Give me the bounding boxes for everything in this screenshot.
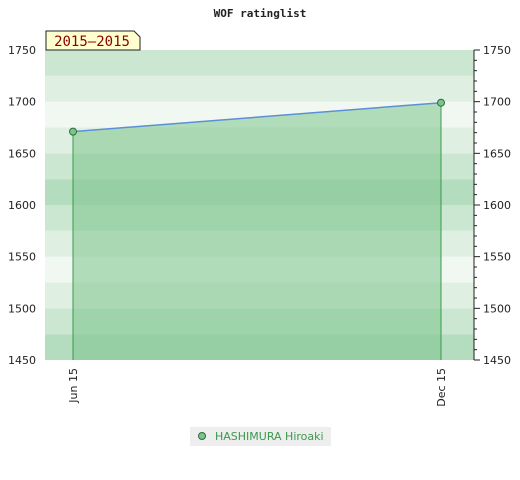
x-tick-label: Dec 15 xyxy=(435,368,448,407)
y-tick-label-right: 1450 xyxy=(483,354,511,367)
y-tick-label-left: 1550 xyxy=(8,251,36,264)
series-line xyxy=(72,101,442,133)
x-tick-label: Jun 15 xyxy=(67,368,80,404)
data-point xyxy=(69,127,77,136)
y-tick-label-right: 1650 xyxy=(483,147,511,160)
series-fill xyxy=(73,102,441,360)
legend-marker xyxy=(198,432,206,440)
legend[interactable]: HASHIMURA Hiroaki xyxy=(190,427,331,446)
y-tick-label-right: 1600 xyxy=(483,199,511,212)
grid-band xyxy=(45,50,474,76)
y-tick-label-left: 1500 xyxy=(8,302,36,315)
data-point xyxy=(437,98,445,107)
y-tick-label-right: 1500 xyxy=(483,302,511,315)
chart-title: WOF ratinglist xyxy=(214,7,307,20)
period-label-text: 2015–2015 xyxy=(54,34,130,50)
period-label: 2015–2015 xyxy=(45,30,141,51)
y-tick-label-left: 1700 xyxy=(8,96,36,109)
y-tick-label-right: 1750 xyxy=(483,44,511,57)
series-area xyxy=(69,98,445,360)
period-label-background xyxy=(45,30,141,51)
y-tick-label-left: 1450 xyxy=(8,354,36,367)
y-tick-label-left: 1600 xyxy=(8,199,36,212)
y-axis-right: 1450 1500 1550 1600 1650 1700 1750 xyxy=(473,44,511,367)
y-tick-label-left: 1750 xyxy=(8,44,36,57)
x-axis: Jun 15 Dec 15 xyxy=(67,368,448,407)
y-tick-label-right: 1550 xyxy=(483,251,511,264)
legend-entry-label: HASHIMURA Hiroaki xyxy=(215,430,324,443)
y-tick-label-right: 1700 xyxy=(483,96,511,109)
legend-background xyxy=(190,427,331,446)
y-axis-left: 1450 1500 1550 1600 1650 1700 1750 xyxy=(8,44,36,367)
y-tick-label-left: 1650 xyxy=(8,147,36,160)
grid-band xyxy=(45,75,474,102)
